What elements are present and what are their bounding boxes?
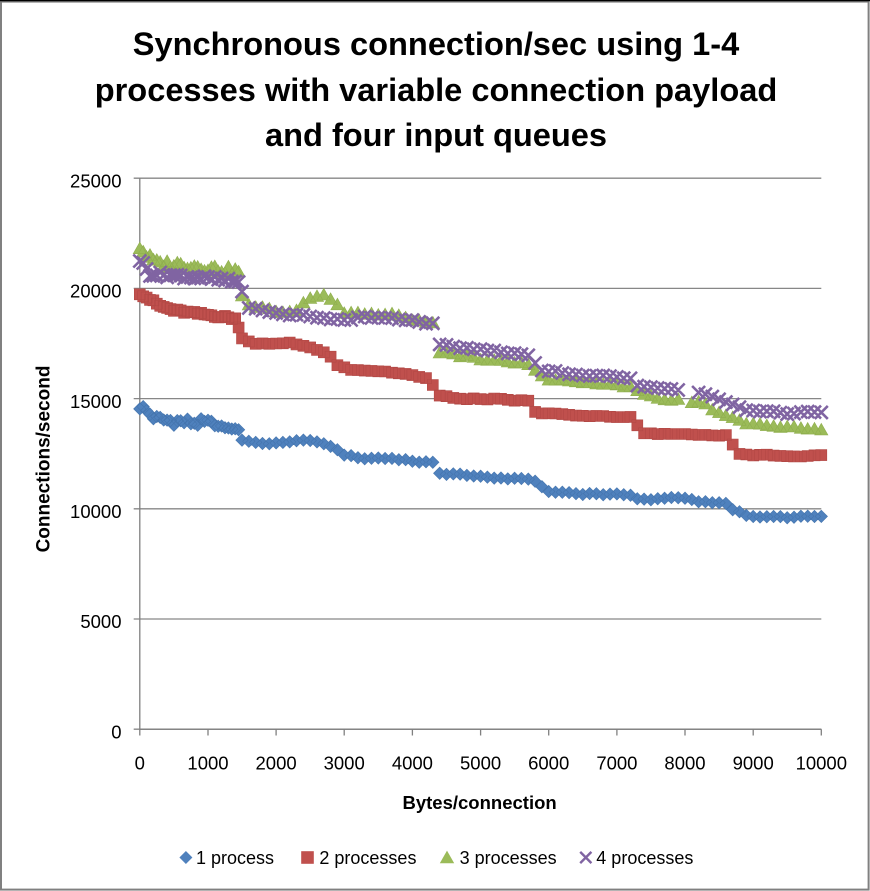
svg-text:Connections/second: Connections/second bbox=[34, 366, 55, 553]
svg-text:Synchronous connection/sec usi: Synchronous connection/sec using 1-4 bbox=[133, 25, 739, 62]
svg-text:8000: 8000 bbox=[664, 753, 705, 774]
svg-text:0: 0 bbox=[135, 753, 145, 774]
svg-text:0: 0 bbox=[111, 721, 121, 742]
svg-text:5000: 5000 bbox=[460, 753, 501, 774]
svg-text:9000: 9000 bbox=[733, 753, 774, 774]
svg-text:processes with variable connec: processes with variable connection paylo… bbox=[95, 71, 778, 108]
svg-text:and four input queues: and four input queues bbox=[265, 116, 607, 153]
svg-text:4000: 4000 bbox=[392, 753, 433, 774]
svg-text:6000: 6000 bbox=[528, 753, 569, 774]
svg-text:1000: 1000 bbox=[187, 753, 228, 774]
svg-text:10000: 10000 bbox=[70, 501, 121, 522]
svg-text:7000: 7000 bbox=[596, 753, 637, 774]
svg-text:2 processes: 2 processes bbox=[319, 848, 416, 868]
svg-text:15000: 15000 bbox=[70, 391, 121, 412]
svg-text:20000: 20000 bbox=[70, 281, 121, 302]
svg-text:Bytes/connection: Bytes/connection bbox=[402, 792, 556, 813]
svg-text:3 processes: 3 processes bbox=[460, 848, 557, 868]
svg-text:3000: 3000 bbox=[324, 753, 365, 774]
svg-text:4 processes: 4 processes bbox=[596, 848, 693, 868]
svg-text:10000: 10000 bbox=[796, 753, 847, 774]
svg-text:2000: 2000 bbox=[256, 753, 297, 774]
svg-text:1 process: 1 process bbox=[196, 848, 274, 868]
svg-text:5000: 5000 bbox=[80, 611, 121, 632]
svg-text:25000: 25000 bbox=[70, 170, 121, 191]
